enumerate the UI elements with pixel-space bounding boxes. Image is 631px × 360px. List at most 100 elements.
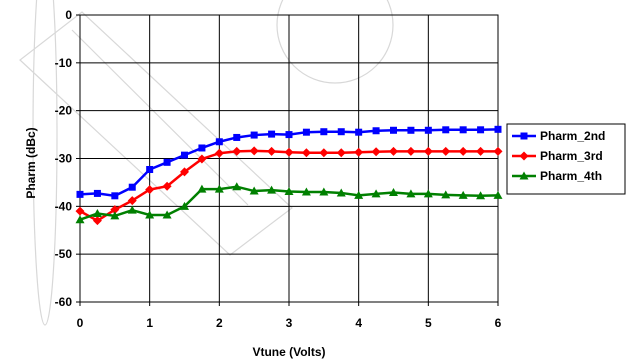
data-point: [127, 205, 137, 214]
x-tick-label: 6: [495, 316, 502, 330]
y-tick-label: -10: [55, 56, 73, 70]
data-point: [110, 211, 120, 220]
legend-item: Pharm_4th: [512, 169, 602, 183]
data-point: [389, 146, 398, 156]
data-point: [214, 184, 224, 193]
data-point: [163, 158, 171, 166]
data-point: [198, 144, 206, 152]
data-point: [458, 190, 468, 199]
data-point: [441, 190, 451, 199]
series-pharm-4th: [75, 182, 503, 224]
series-layer: [75, 125, 503, 226]
data-point: [476, 146, 486, 156]
data-point: [319, 148, 329, 158]
data-point: [494, 125, 502, 133]
data-point: [354, 147, 364, 157]
data-point: [75, 215, 85, 224]
y-tick-label: -40: [55, 199, 73, 213]
data-point: [92, 209, 102, 218]
y-tick-label: -30: [55, 152, 73, 166]
data-point: [302, 128, 310, 136]
x-tick-label: 5: [425, 316, 432, 330]
data-point: [267, 185, 277, 194]
data-point: [181, 151, 188, 159]
data-point: [93, 189, 101, 197]
data-point: [92, 216, 102, 226]
x-tick-label: 4: [355, 316, 362, 330]
data-point: [320, 128, 328, 136]
data-point: [284, 187, 294, 196]
data-point: [355, 128, 363, 136]
data-point: [127, 196, 137, 206]
data-point: [477, 126, 485, 134]
x-axis-title: Vtune (Volts): [252, 345, 325, 359]
data-point: [215, 138, 223, 146]
data-point: [406, 146, 416, 156]
y-tick-label: -50: [55, 247, 73, 261]
data-point: [441, 146, 451, 156]
data-point: [250, 131, 258, 139]
data-point: [267, 146, 277, 156]
data-point: [459, 126, 467, 134]
legend-item: Pharm_3rd: [512, 149, 603, 163]
data-point: [354, 190, 364, 199]
data-point: [336, 148, 346, 158]
data-point: [180, 167, 189, 177]
data-point: [337, 128, 345, 136]
data-point: [249, 186, 259, 195]
y-tick-label: -20: [55, 104, 73, 118]
data-point: [406, 189, 416, 198]
data-point: [284, 147, 294, 157]
data-point: [424, 126, 432, 134]
data-point: [162, 210, 172, 219]
data-point: [372, 127, 380, 135]
data-point: [458, 146, 468, 156]
data-point: [476, 191, 486, 200]
x-tick-label: 3: [286, 316, 293, 330]
data-point: [371, 147, 381, 157]
data-point: [76, 190, 84, 198]
data-point: [146, 166, 154, 174]
data-point: [493, 190, 503, 199]
data-point: [110, 205, 120, 215]
x-tick-label: 0: [77, 316, 84, 330]
plot-grid: [79, 14, 499, 303]
data-point: [285, 131, 293, 139]
data-point: [128, 183, 136, 191]
x-tick-label: 1: [146, 316, 153, 330]
data-point: [371, 189, 381, 198]
data-point: [75, 206, 85, 216]
data-point: [493, 146, 503, 156]
data-point: [319, 187, 329, 196]
legend-label: Pharm_2nd: [540, 129, 605, 143]
legend-marker: [519, 171, 529, 180]
data-point: [233, 133, 241, 141]
data-point: [180, 201, 189, 210]
legend-marker: [520, 132, 528, 140]
axis-ticks: 0 -10 -20 -30 -40 -50 -60 0 1 2 3 4 5 6: [55, 8, 502, 330]
legend: Pharm_2nd Pharm_3rd Pharm_4th: [506, 123, 626, 195]
series-pharm-2nd: [76, 125, 502, 200]
data-point: [423, 146, 433, 156]
y-tick-label: 0: [65, 8, 72, 22]
background-watermark: [19, 0, 394, 326]
legend-marker: [519, 151, 529, 161]
data-point: [390, 126, 397, 134]
legend-label: Pharm_3rd: [540, 149, 603, 163]
data-point: [301, 148, 311, 158]
data-point: [423, 189, 433, 198]
data-point: [301, 187, 311, 196]
data-point: [162, 181, 172, 191]
data-point: [145, 185, 155, 195]
y-tick-label: -60: [55, 295, 73, 309]
data-point: [389, 187, 398, 196]
data-point: [145, 210, 155, 219]
data-point: [232, 182, 242, 191]
data-point: [111, 192, 119, 200]
y-axis-title: Pharm (dBc): [24, 127, 38, 198]
series-pharm-3rd: [75, 146, 503, 226]
legend-item: Pharm_2nd: [512, 129, 605, 143]
data-point: [442, 126, 450, 134]
data-point: [268, 130, 276, 138]
